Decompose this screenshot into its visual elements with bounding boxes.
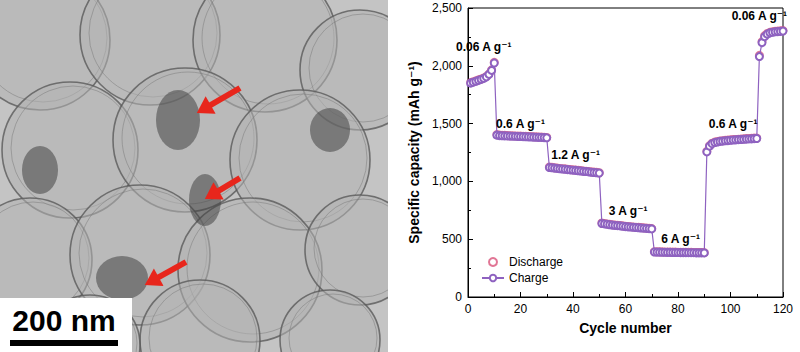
svg-text:Cycle number: Cycle number bbox=[579, 320, 672, 336]
svg-text:1,000: 1,000 bbox=[432, 174, 462, 188]
svg-text:6 A g⁻¹: 6 A g⁻¹ bbox=[661, 232, 700, 246]
svg-text:100: 100 bbox=[720, 302, 740, 316]
svg-text:20: 20 bbox=[514, 302, 528, 316]
svg-text:2,000: 2,000 bbox=[432, 59, 462, 73]
svg-text:Specific capacity (mAh g⁻¹): Specific capacity (mAh g⁻¹) bbox=[406, 61, 422, 243]
svg-text:0.6 A g⁻¹: 0.6 A g⁻¹ bbox=[496, 117, 545, 131]
svg-text:0.06 A g⁻¹: 0.06 A g⁻¹ bbox=[732, 9, 787, 23]
svg-text:200 nm: 200 nm bbox=[12, 304, 115, 337]
svg-text:60: 60 bbox=[619, 302, 633, 316]
svg-text:Discharge: Discharge bbox=[509, 255, 563, 269]
svg-text:1,500: 1,500 bbox=[432, 117, 462, 131]
svg-text:500: 500 bbox=[442, 232, 462, 246]
svg-text:3 A g⁻¹: 3 A g⁻¹ bbox=[609, 204, 648, 218]
svg-text:80: 80 bbox=[671, 302, 685, 316]
svg-text:0: 0 bbox=[465, 302, 472, 316]
svg-text:40: 40 bbox=[566, 302, 580, 316]
svg-text:2,500: 2,500 bbox=[432, 1, 462, 15]
svg-text:120: 120 bbox=[773, 302, 793, 316]
svg-text:0: 0 bbox=[455, 290, 462, 304]
svg-text:0.6 A g⁻¹: 0.6 A g⁻¹ bbox=[709, 117, 758, 131]
svg-text:Charge: Charge bbox=[509, 271, 549, 285]
svg-text:1.2 A g⁻¹: 1.2 A g⁻¹ bbox=[551, 148, 600, 162]
svg-text:0.06 A g⁻¹: 0.06 A g⁻¹ bbox=[456, 40, 511, 54]
